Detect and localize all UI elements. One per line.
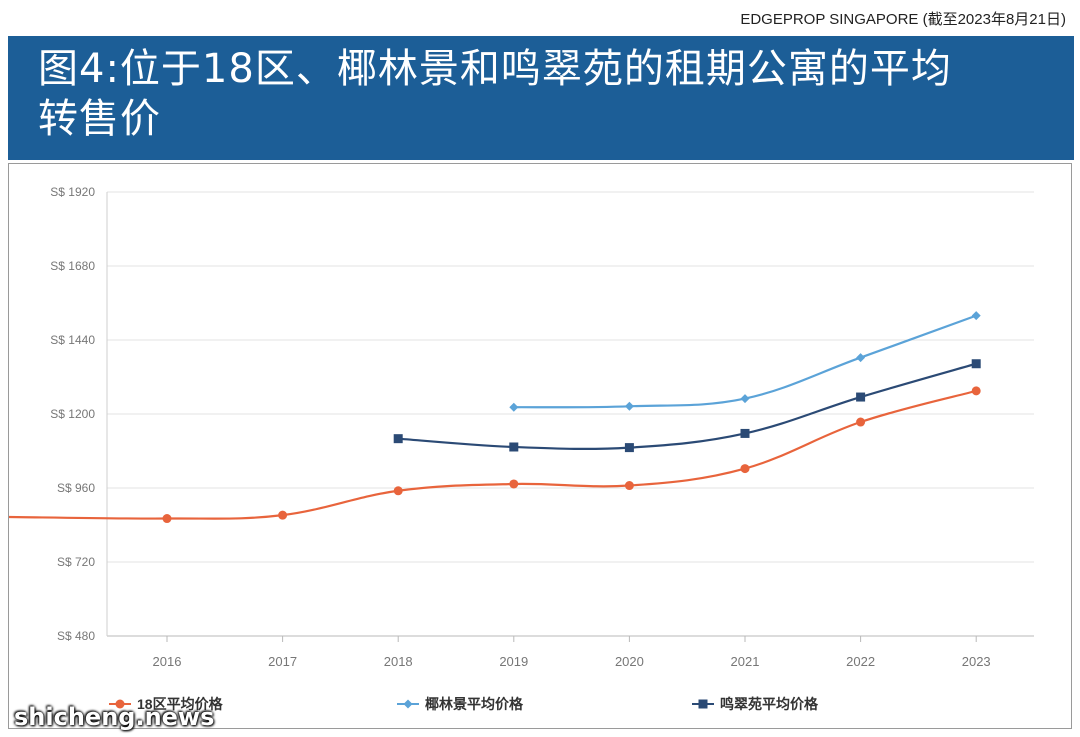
legend-label: 鸣翠苑平均价格 xyxy=(720,696,819,712)
y-tick-label: S$ 1680 xyxy=(50,259,95,273)
x-tick-label: 2017 xyxy=(268,654,297,669)
data-point xyxy=(740,428,750,438)
legend-marker xyxy=(115,699,125,709)
series-line-2 xyxy=(513,314,977,409)
y-tick-label: S$ 1920 xyxy=(50,185,95,199)
x-tick-label: 2021 xyxy=(731,654,760,669)
data-point xyxy=(624,401,634,411)
y-tick-label: S$ 960 xyxy=(57,481,95,495)
data-point xyxy=(856,392,866,402)
data-point xyxy=(856,353,866,363)
legend-label: 椰林景平均价格 xyxy=(425,696,524,712)
chart-title-line1: 图4:位于18区、椰林景和鸣翠苑的租期公寓的平均 xyxy=(38,46,952,92)
chart-frame: S$ 480 S$ 720 S$ 960 S$ 1200 S$ 1440 S$ 1680 S… xyxy=(8,163,1072,729)
data-point xyxy=(971,386,981,396)
y-tick-label: S$ 1440 xyxy=(50,333,95,347)
watermark-text: shicheng.news xyxy=(14,703,215,731)
data-point xyxy=(971,359,981,369)
legend-label: 18区平均价格 xyxy=(137,696,224,712)
line-chart: S$ 480 S$ 720 S$ 960 S$ 1200 S$ 1440 S$ 1680 S… xyxy=(8,185,1034,712)
data-point xyxy=(393,434,403,444)
data-point xyxy=(624,443,634,453)
source-note: EDGEPROP SINGAPORE (截至2023年8月21日) xyxy=(740,11,1066,28)
y-tick-label: S$ 1200 xyxy=(50,407,95,421)
x-tick-label: 2019 xyxy=(499,654,528,669)
data-point xyxy=(740,464,750,474)
series-line-3 xyxy=(398,362,977,451)
data-point xyxy=(509,402,519,412)
title-banner: 图4:位于18区、椰林景和鸣翠苑的租期公寓的平均 转售价 xyxy=(8,36,1074,160)
data-point xyxy=(971,311,981,321)
legend-marker xyxy=(698,699,708,709)
x-tick-label: 2016 xyxy=(153,654,182,669)
data-point xyxy=(740,394,750,404)
x-tick-label: 2020 xyxy=(615,654,644,669)
data-point xyxy=(856,417,866,427)
x-tick-label: 2018 xyxy=(384,654,413,669)
data-point xyxy=(393,486,403,496)
data-point xyxy=(162,514,172,524)
data-point xyxy=(624,481,634,491)
data-point xyxy=(509,442,519,452)
series-line-1 xyxy=(8,389,977,520)
data-point xyxy=(278,510,288,520)
legend-marker xyxy=(403,699,413,709)
chart-title-line2: 转售价 xyxy=(38,96,161,142)
data-point xyxy=(509,479,519,489)
x-tick-label: 2022 xyxy=(846,654,875,669)
y-tick-label: S$ 720 xyxy=(57,555,95,569)
y-tick-label: S$ 480 xyxy=(57,629,95,643)
x-tick-label: 2023 xyxy=(962,654,991,669)
